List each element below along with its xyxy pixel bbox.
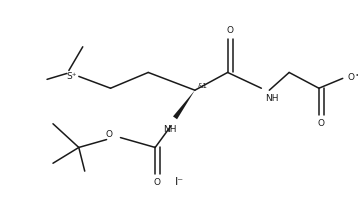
Text: O: O — [106, 130, 112, 139]
Text: I⁻: I⁻ — [174, 177, 183, 187]
Text: NH: NH — [163, 125, 177, 134]
Text: O: O — [226, 25, 233, 35]
Text: NH: NH — [265, 94, 279, 103]
Text: O: O — [317, 119, 325, 128]
Text: S⁺: S⁺ — [66, 72, 77, 81]
Text: &1: &1 — [198, 83, 208, 89]
Text: O: O — [154, 179, 161, 187]
Polygon shape — [173, 90, 195, 119]
Text: O: O — [348, 73, 355, 82]
